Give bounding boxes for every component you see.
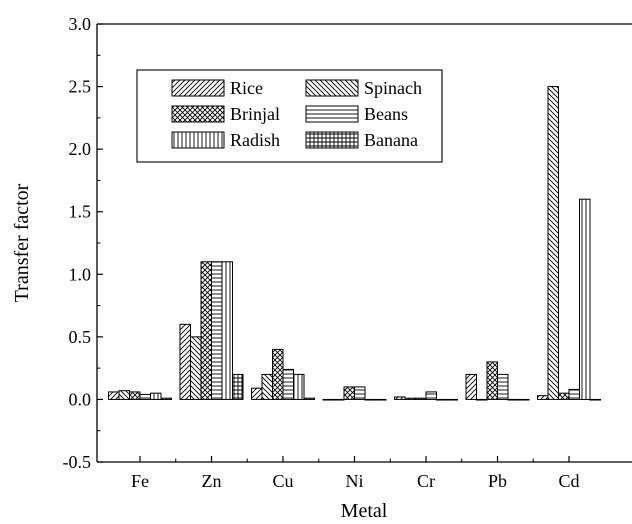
- y-tick-label: -0.5: [63, 452, 92, 472]
- bar-spinach-ni: [333, 398, 345, 401]
- legend-label-rice: Rice: [230, 78, 263, 98]
- bar-radish-fe: [150, 392, 162, 400]
- bar-beans-cr: [425, 391, 437, 400]
- bar-radish-ni: [364, 398, 376, 401]
- legend-swatch-radish: [171, 131, 225, 149]
- bar-banana-fe: [160, 397, 172, 400]
- bar-brinjal-cr: [415, 397, 427, 400]
- bar-brinjal-ni: [343, 386, 355, 400]
- y-axis-title: Transfer factor: [11, 183, 33, 302]
- bar-beans-pb: [497, 373, 509, 400]
- bar-beans-fe: [139, 393, 151, 400]
- bar-beans-cd: [568, 388, 580, 400]
- x-tick-label: Zn: [202, 471, 222, 491]
- x-tick-label: Cd: [558, 471, 579, 491]
- bar-rice-cu: [251, 387, 263, 400]
- legend-swatch-banana: [305, 131, 359, 149]
- y-tick-label: 0.0: [69, 389, 92, 409]
- bar-spinach-cd: [547, 86, 559, 400]
- bars-group: [108, 86, 601, 401]
- bar-rice-fe: [108, 391, 120, 400]
- bar-radish-cu: [293, 373, 305, 400]
- bar-rice-ni: [322, 398, 334, 401]
- bar-brinjal-zn: [200, 261, 212, 400]
- x-tick-label: Cr: [417, 471, 435, 491]
- bar-spinach-fe: [118, 390, 130, 400]
- y-tick-label: 1.5: [69, 202, 92, 222]
- bar-brinjal-cd: [558, 392, 570, 400]
- legend-swatch-beans: [305, 105, 359, 123]
- bar-rice-cr: [394, 396, 406, 400]
- y-tick-label: 2.5: [69, 77, 92, 97]
- bar-radish-pb: [507, 398, 519, 401]
- y-tick-label: 2.0: [69, 139, 92, 159]
- x-tick-label: Ni: [346, 471, 364, 491]
- legend-label-radish: Radish: [230, 130, 280, 150]
- y-tick-label: 1.0: [69, 264, 92, 284]
- bar-spinach-pb: [476, 398, 488, 401]
- bar-rice-cd: [537, 395, 549, 400]
- bar-brinjal-pb: [486, 361, 498, 400]
- bar-beans-cu: [282, 368, 294, 400]
- bar-rice-pb: [465, 373, 477, 400]
- legend-swatch-brinjal: [171, 105, 225, 123]
- x-axis-title: Metal: [341, 500, 388, 522]
- legend-label-spinach: Spinach: [364, 78, 422, 98]
- bar-radish-zn: [221, 261, 233, 400]
- bar-banana-ni: [375, 398, 387, 401]
- legend-label-beans: Beans: [364, 104, 408, 124]
- bar-spinach-cu: [261, 373, 273, 400]
- bar-beans-ni: [354, 386, 366, 400]
- y-tick-label: 3.0: [69, 14, 92, 34]
- legend: Rice Spinach Brinjal Beans Radish Banana: [136, 69, 443, 163]
- x-tick-label: Pb: [488, 471, 507, 491]
- bar-banana-pb: [518, 398, 530, 401]
- bar-banana-cd: [589, 398, 601, 401]
- bar-banana-zn: [232, 373, 244, 400]
- x-tick-label: Cu: [272, 471, 293, 491]
- bar-radish-cr: [436, 398, 448, 401]
- bar-spinach-zn: [190, 336, 202, 400]
- x-ticks-group: Fe Zn Cu Ni Cr Pb Cd: [131, 456, 580, 491]
- bar-brinjal-cu: [272, 348, 284, 400]
- y-tick-label: 0.5: [69, 327, 92, 347]
- legend-label-banana: Banana: [364, 130, 418, 150]
- bar-banana-cu: [303, 397, 315, 400]
- y-ticks-group: -0.5 0.0 0.5 1.0 1.5 2.0 2.5 3.0: [63, 14, 103, 472]
- bar-spinach-cr: [404, 397, 416, 400]
- legend-label-brinjal: Brinjal: [230, 104, 280, 124]
- bar-brinjal-fe: [129, 391, 141, 400]
- bar-rice-zn: [179, 323, 191, 400]
- bar-beans-zn: [211, 261, 223, 400]
- x-tick-label: Fe: [131, 471, 149, 491]
- bar-radish-cd: [579, 198, 591, 400]
- legend-swatch-rice: [171, 79, 225, 97]
- legend-swatch-spinach: [305, 79, 359, 97]
- bar-banana-cr: [446, 398, 458, 401]
